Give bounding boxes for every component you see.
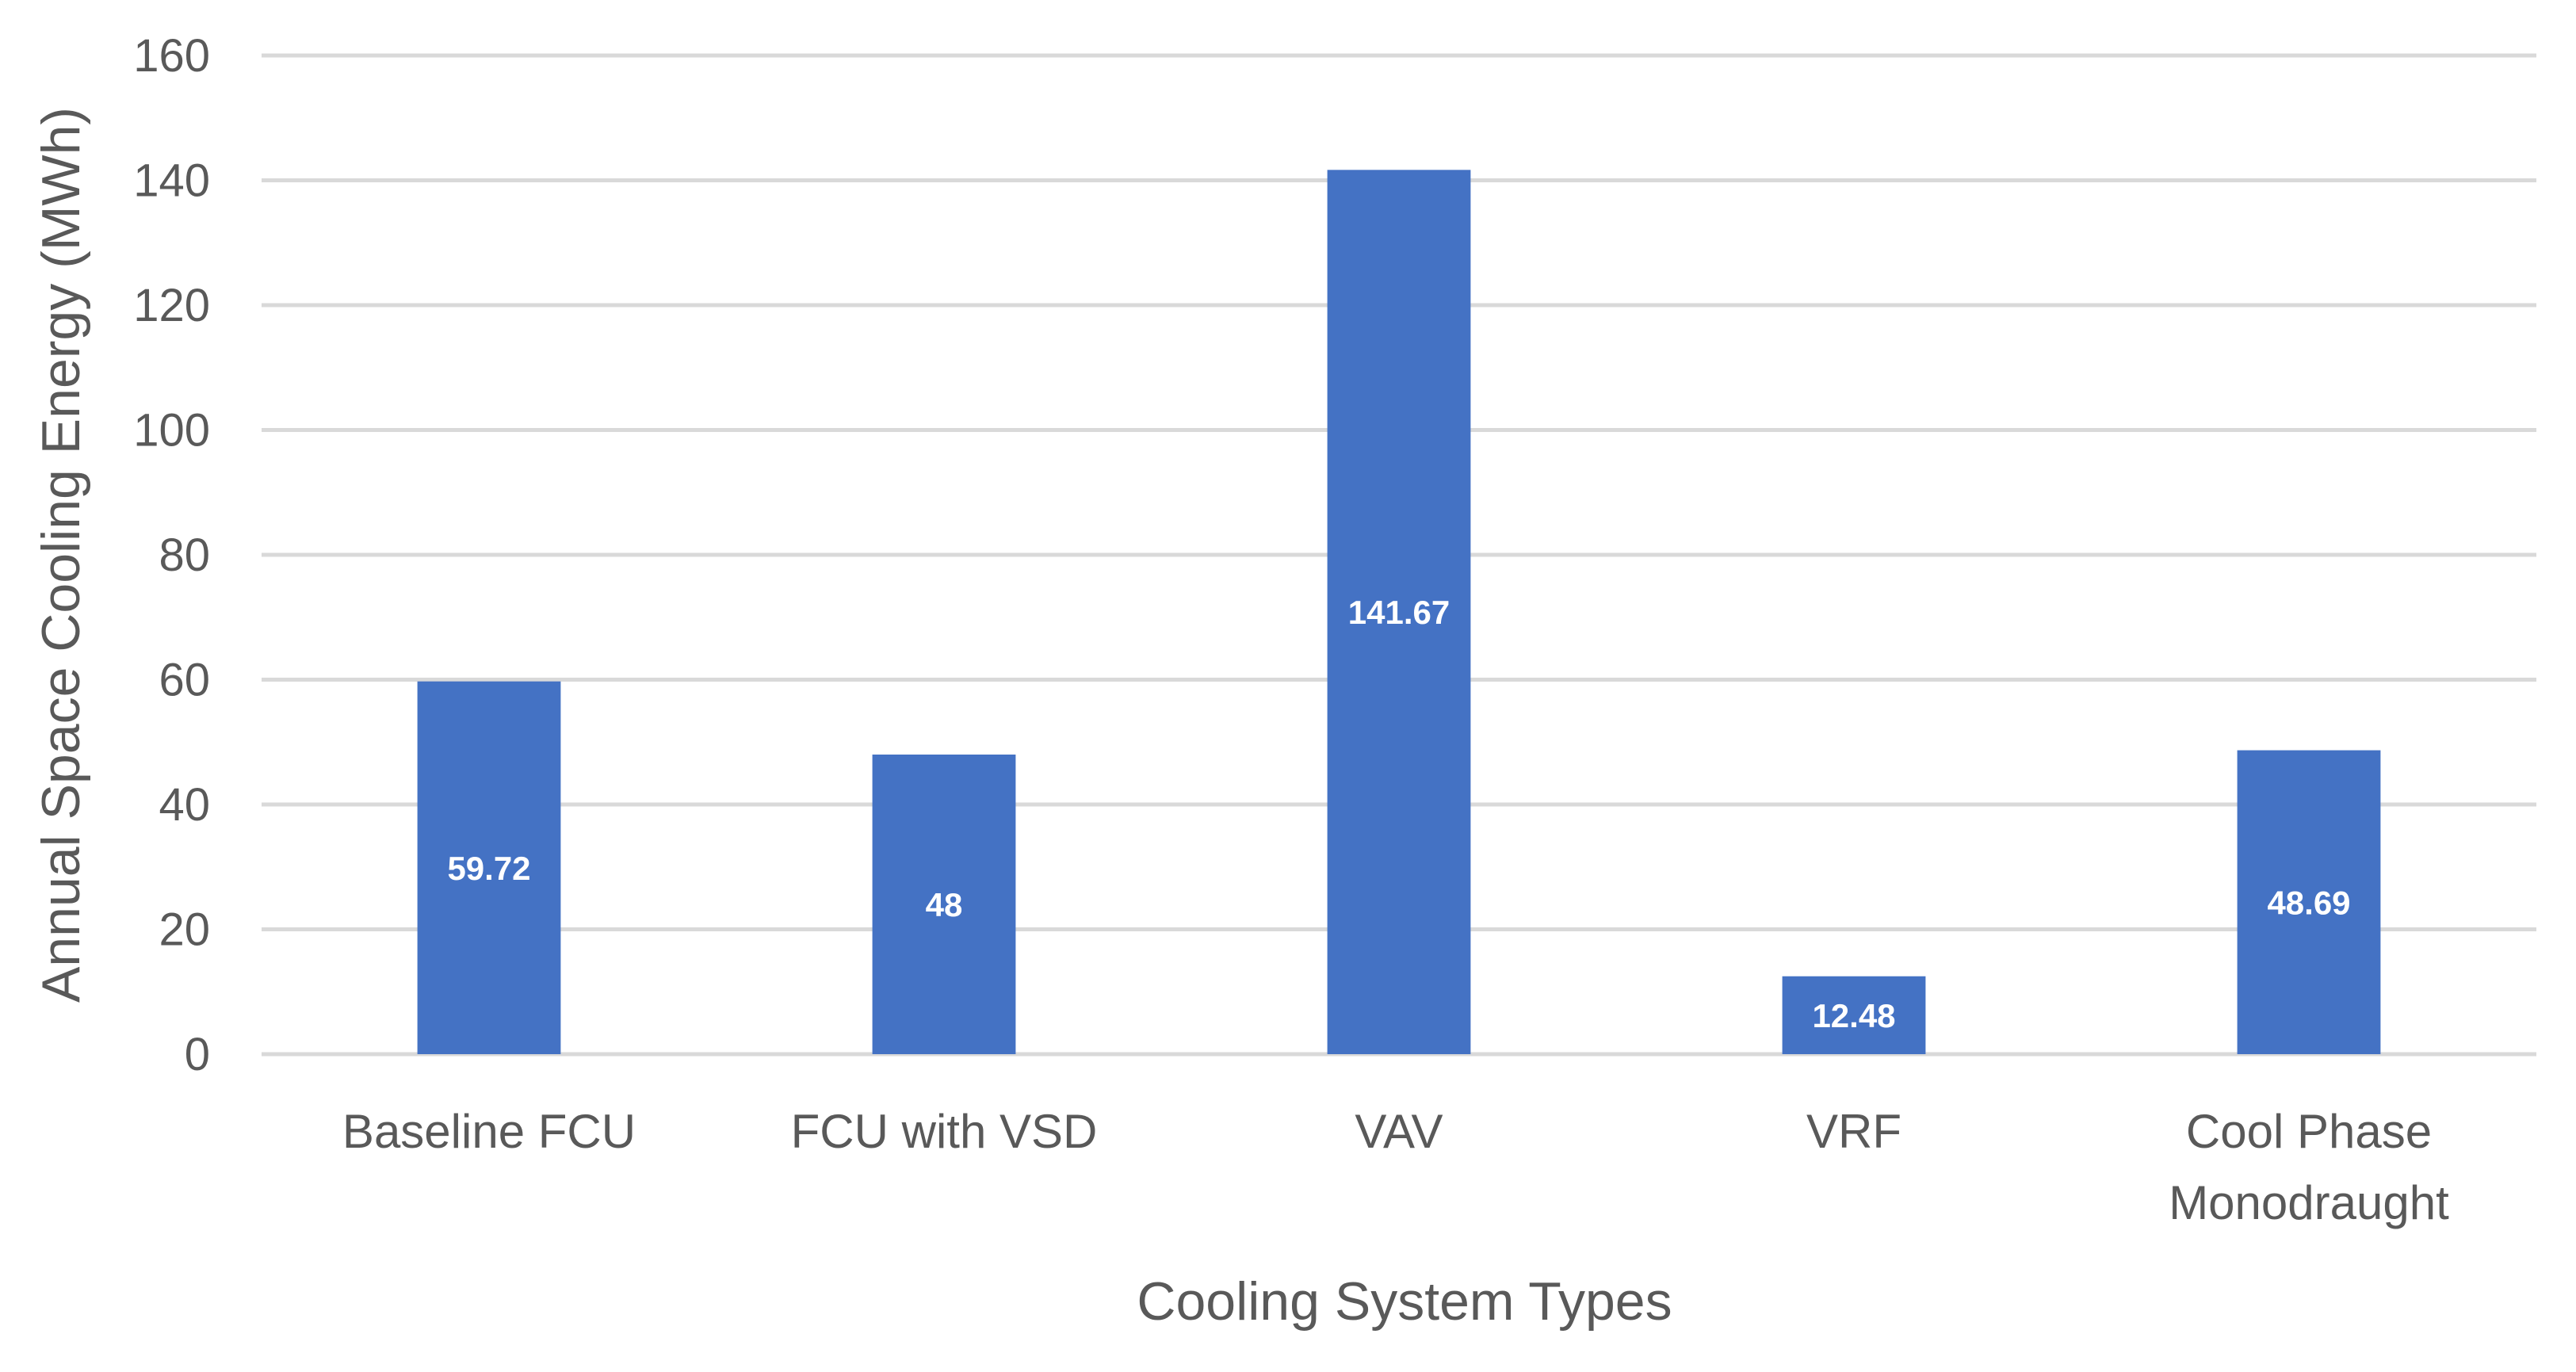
x-tick-label: Cool Phase Monodraught [2169, 1105, 2449, 1229]
y-axis-ticks: 0 20 40 60 80 100 120 140 160 [133, 30, 210, 1080]
data-label: 141.67 [1348, 594, 1450, 631]
bar-1[interactable] [417, 681, 561, 1054]
y-tick-label: 80 [159, 529, 210, 581]
x-tick-label: VRF [1806, 1105, 1901, 1158]
data-label: 48 [926, 886, 963, 923]
data-label: 12.48 [1812, 997, 1895, 1034]
y-tick-label: 0 [185, 1029, 210, 1080]
y-tick-label: 40 [159, 779, 210, 831]
bar-4[interactable] [1782, 976, 1926, 1054]
data-labels: 59.72 48 141.67 12.48 48.69 [447, 594, 2350, 1034]
data-label: 48.69 [2267, 884, 2350, 921]
bars [417, 170, 2381, 1054]
y-tick-label: 140 [133, 155, 210, 207]
bar-2[interactable] [872, 755, 1016, 1054]
x-axis-title: Cooling System Types [1137, 1271, 1672, 1332]
y-tick-label: 60 [159, 655, 210, 706]
data-label: 59.72 [447, 850, 530, 887]
y-tick-label: 160 [133, 30, 210, 82]
x-axis-ticks: Baseline FCU FCU with VSD VAV VRF Cool Phase… [342, 1105, 2449, 1229]
x-tick-label: FCU with VSD [791, 1105, 1098, 1158]
y-axis-title: Annual Space Cooling Energy (MWh) [31, 107, 91, 1003]
y-tick-label: 20 [159, 904, 210, 956]
bar-5[interactable] [2237, 750, 2381, 1054]
y-tick-label: 120 [133, 280, 210, 331]
x-tick-label: Baseline FCU [342, 1105, 636, 1158]
y-tick-label: 100 [133, 405, 210, 457]
bar-3[interactable] [1327, 170, 1471, 1054]
x-tick-label: VAV [1355, 1105, 1443, 1158]
